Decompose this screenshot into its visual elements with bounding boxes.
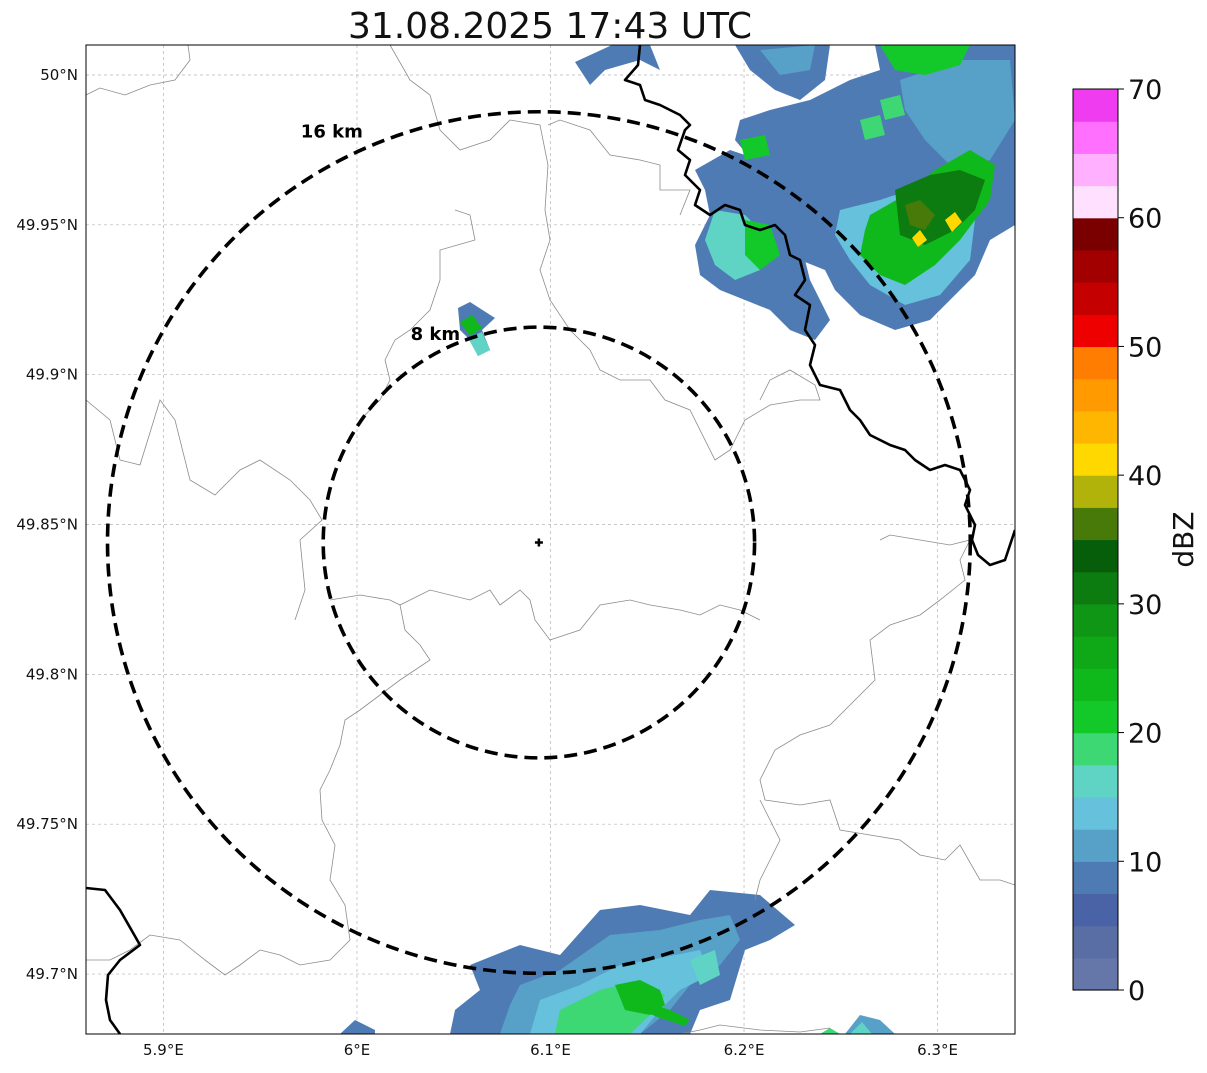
- colorbar-tick-label: 30: [1128, 590, 1162, 621]
- colorbar-tick-label: 60: [1128, 204, 1162, 235]
- colorbar-tick-label: 40: [1128, 461, 1162, 492]
- colorbar-tick-label: 20: [1128, 719, 1162, 750]
- admin-boundaries: [86, 45, 1015, 1034]
- colorbar-bin: [1073, 668, 1118, 701]
- range-rings: [105, 109, 973, 976]
- colorbar-bin: [1073, 636, 1118, 669]
- radar-map: [86, 45, 1015, 1034]
- lon-tick-label: 6.2°E: [724, 1041, 765, 1059]
- colorbar-bin: [1073, 121, 1118, 154]
- colorbar-bin: [1073, 539, 1118, 573]
- map-frame: [85, 44, 1016, 1035]
- echo-cell-north: [458, 302, 495, 356]
- echo-band-south: [340, 890, 895, 1034]
- colorbar-bin: [1073, 442, 1118, 476]
- colorbar-bin: [1073, 153, 1118, 187]
- colorbar-bin: [1073, 603, 1118, 637]
- lat-tick-label: 49.85°N: [16, 516, 78, 534]
- colorbar-bin: [1073, 732, 1118, 766]
- map-gridlines: [86, 45, 1015, 1034]
- colorbar-bin: [1073, 217, 1118, 251]
- colorbar-bin: [1073, 957, 1118, 991]
- colorbar-bin: [1073, 185, 1118, 219]
- lon-tick-label: 6°E: [344, 1041, 371, 1059]
- colorbar-bin: [1073, 346, 1118, 380]
- lat-tick-label: 49.9°N: [26, 366, 78, 384]
- lat-tick-label: 49.75°N: [16, 815, 78, 833]
- colorbar-bin: [1073, 410, 1118, 444]
- colorbar-bin: [1073, 764, 1118, 798]
- colorbar-bin: [1073, 378, 1118, 412]
- colorbar-tick-label: 70: [1128, 75, 1162, 106]
- lat-tick-label: 49.7°N: [26, 965, 78, 983]
- colorbar-bin: [1073, 796, 1118, 830]
- colorbar-bin: [1073, 829, 1118, 862]
- colorbar-bin: [1073, 249, 1118, 283]
- colorbar-bin: [1073, 700, 1118, 734]
- colorbar-tick-label: 50: [1128, 332, 1162, 363]
- lat-tick-label: 49.8°N: [26, 665, 78, 683]
- range-ring-16km: [105, 109, 973, 976]
- colorbar-bin: [1073, 893, 1118, 927]
- range-ring-label: 16 km: [301, 122, 363, 143]
- range-ring-labels: 8 km 16 km: [301, 122, 460, 345]
- colorbar-bin: [1073, 861, 1118, 895]
- lat-tick-label: 50°N: [40, 66, 78, 84]
- precipitation-echoes: [340, 45, 1015, 1034]
- radar-site-marker: [534, 538, 543, 547]
- map-axis-labels: 50°N 49.95°N 49.9°N 49.85°N 49.8°N 49.75°N 49.…: [16, 66, 958, 1059]
- colorbar-frame: [1072, 88, 1119, 991]
- range-ring-8km: [321, 325, 757, 760]
- colorbar-bin: [1073, 282, 1118, 315]
- country-borders: [86, 45, 1015, 1034]
- figure-title: 31.08.2025 17:43 UTC: [348, 6, 752, 47]
- colorbar-bin: [1073, 89, 1118, 122]
- lon-tick-label: 5.9°E: [143, 1041, 184, 1059]
- colorbar-bin: [1073, 507, 1118, 541]
- colorbar-bin: [1073, 314, 1118, 348]
- colorbar-bin: [1073, 571, 1118, 605]
- dbz-colorbar: 0 10 20 30 40 50 60 70 dBZ: [1072, 75, 1200, 1007]
- colorbar-bin: [1073, 925, 1118, 959]
- range-ring-label: 8 km: [411, 324, 461, 345]
- colorbar-tick-label: 0: [1128, 976, 1145, 1007]
- lat-tick-label: 49.95°N: [16, 216, 78, 234]
- colorbar-tick-label: 10: [1128, 847, 1162, 878]
- lon-tick-label: 6.1°E: [530, 1041, 571, 1059]
- colorbar-bin: [1073, 475, 1118, 508]
- colorbar-label: dBZ: [1167, 511, 1200, 567]
- lon-tick-label: 6.3°E: [917, 1041, 958, 1059]
